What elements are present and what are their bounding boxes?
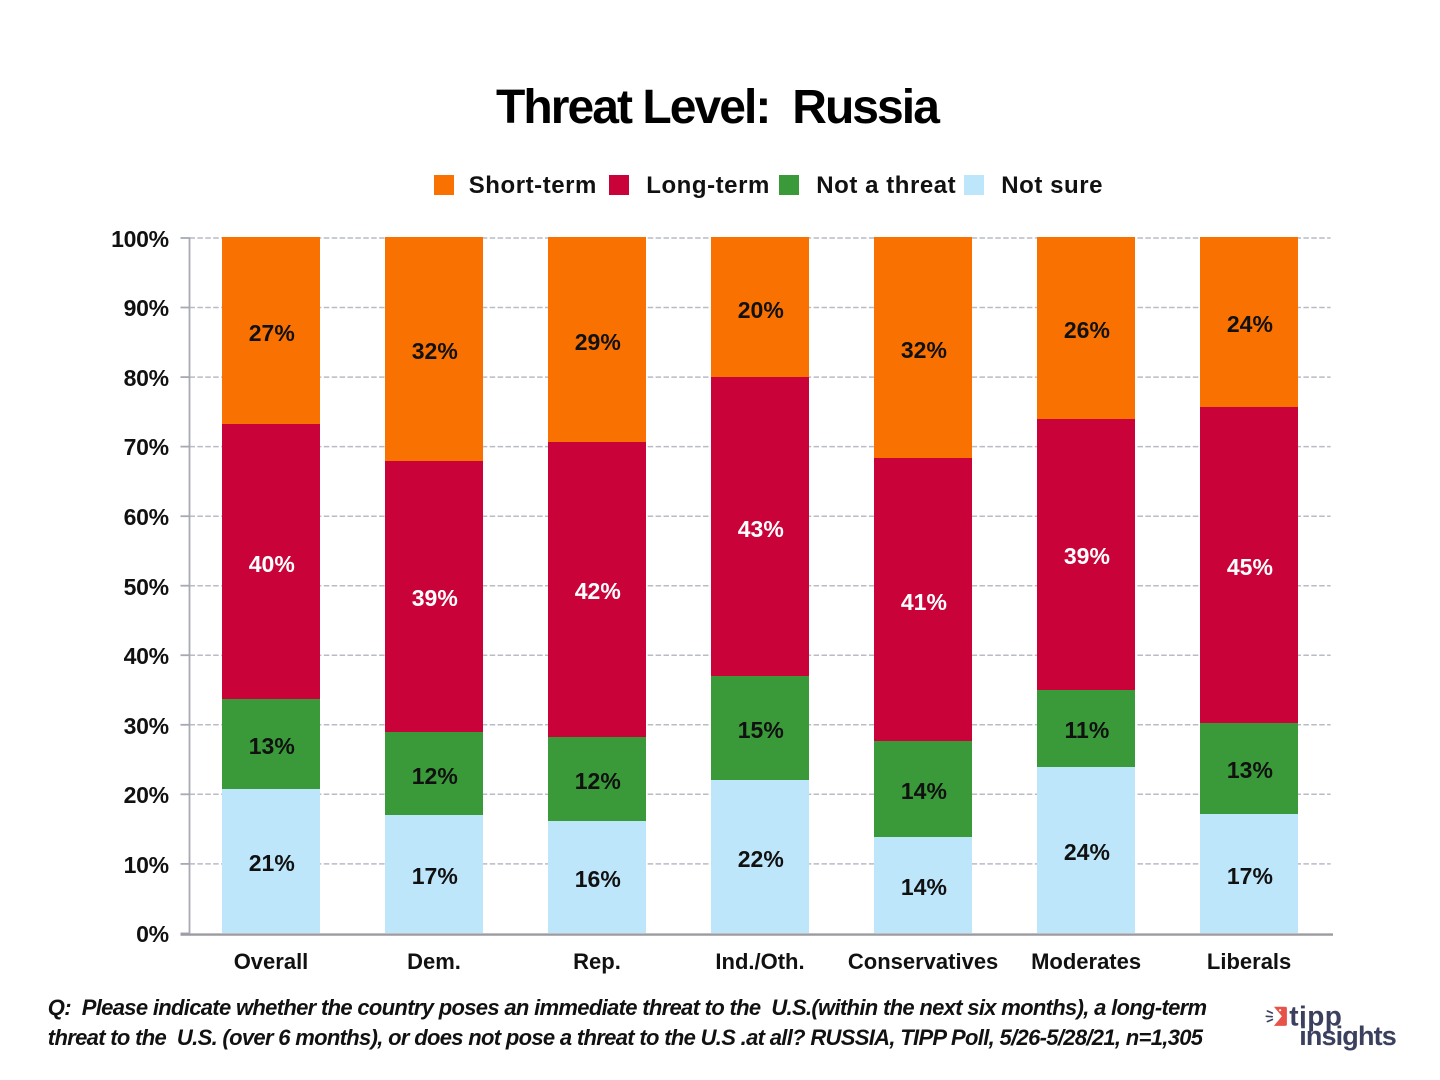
svg-text:tipp: tipp bbox=[1289, 1003, 1342, 1031]
svg-text:insights: insights bbox=[1299, 1021, 1396, 1051]
